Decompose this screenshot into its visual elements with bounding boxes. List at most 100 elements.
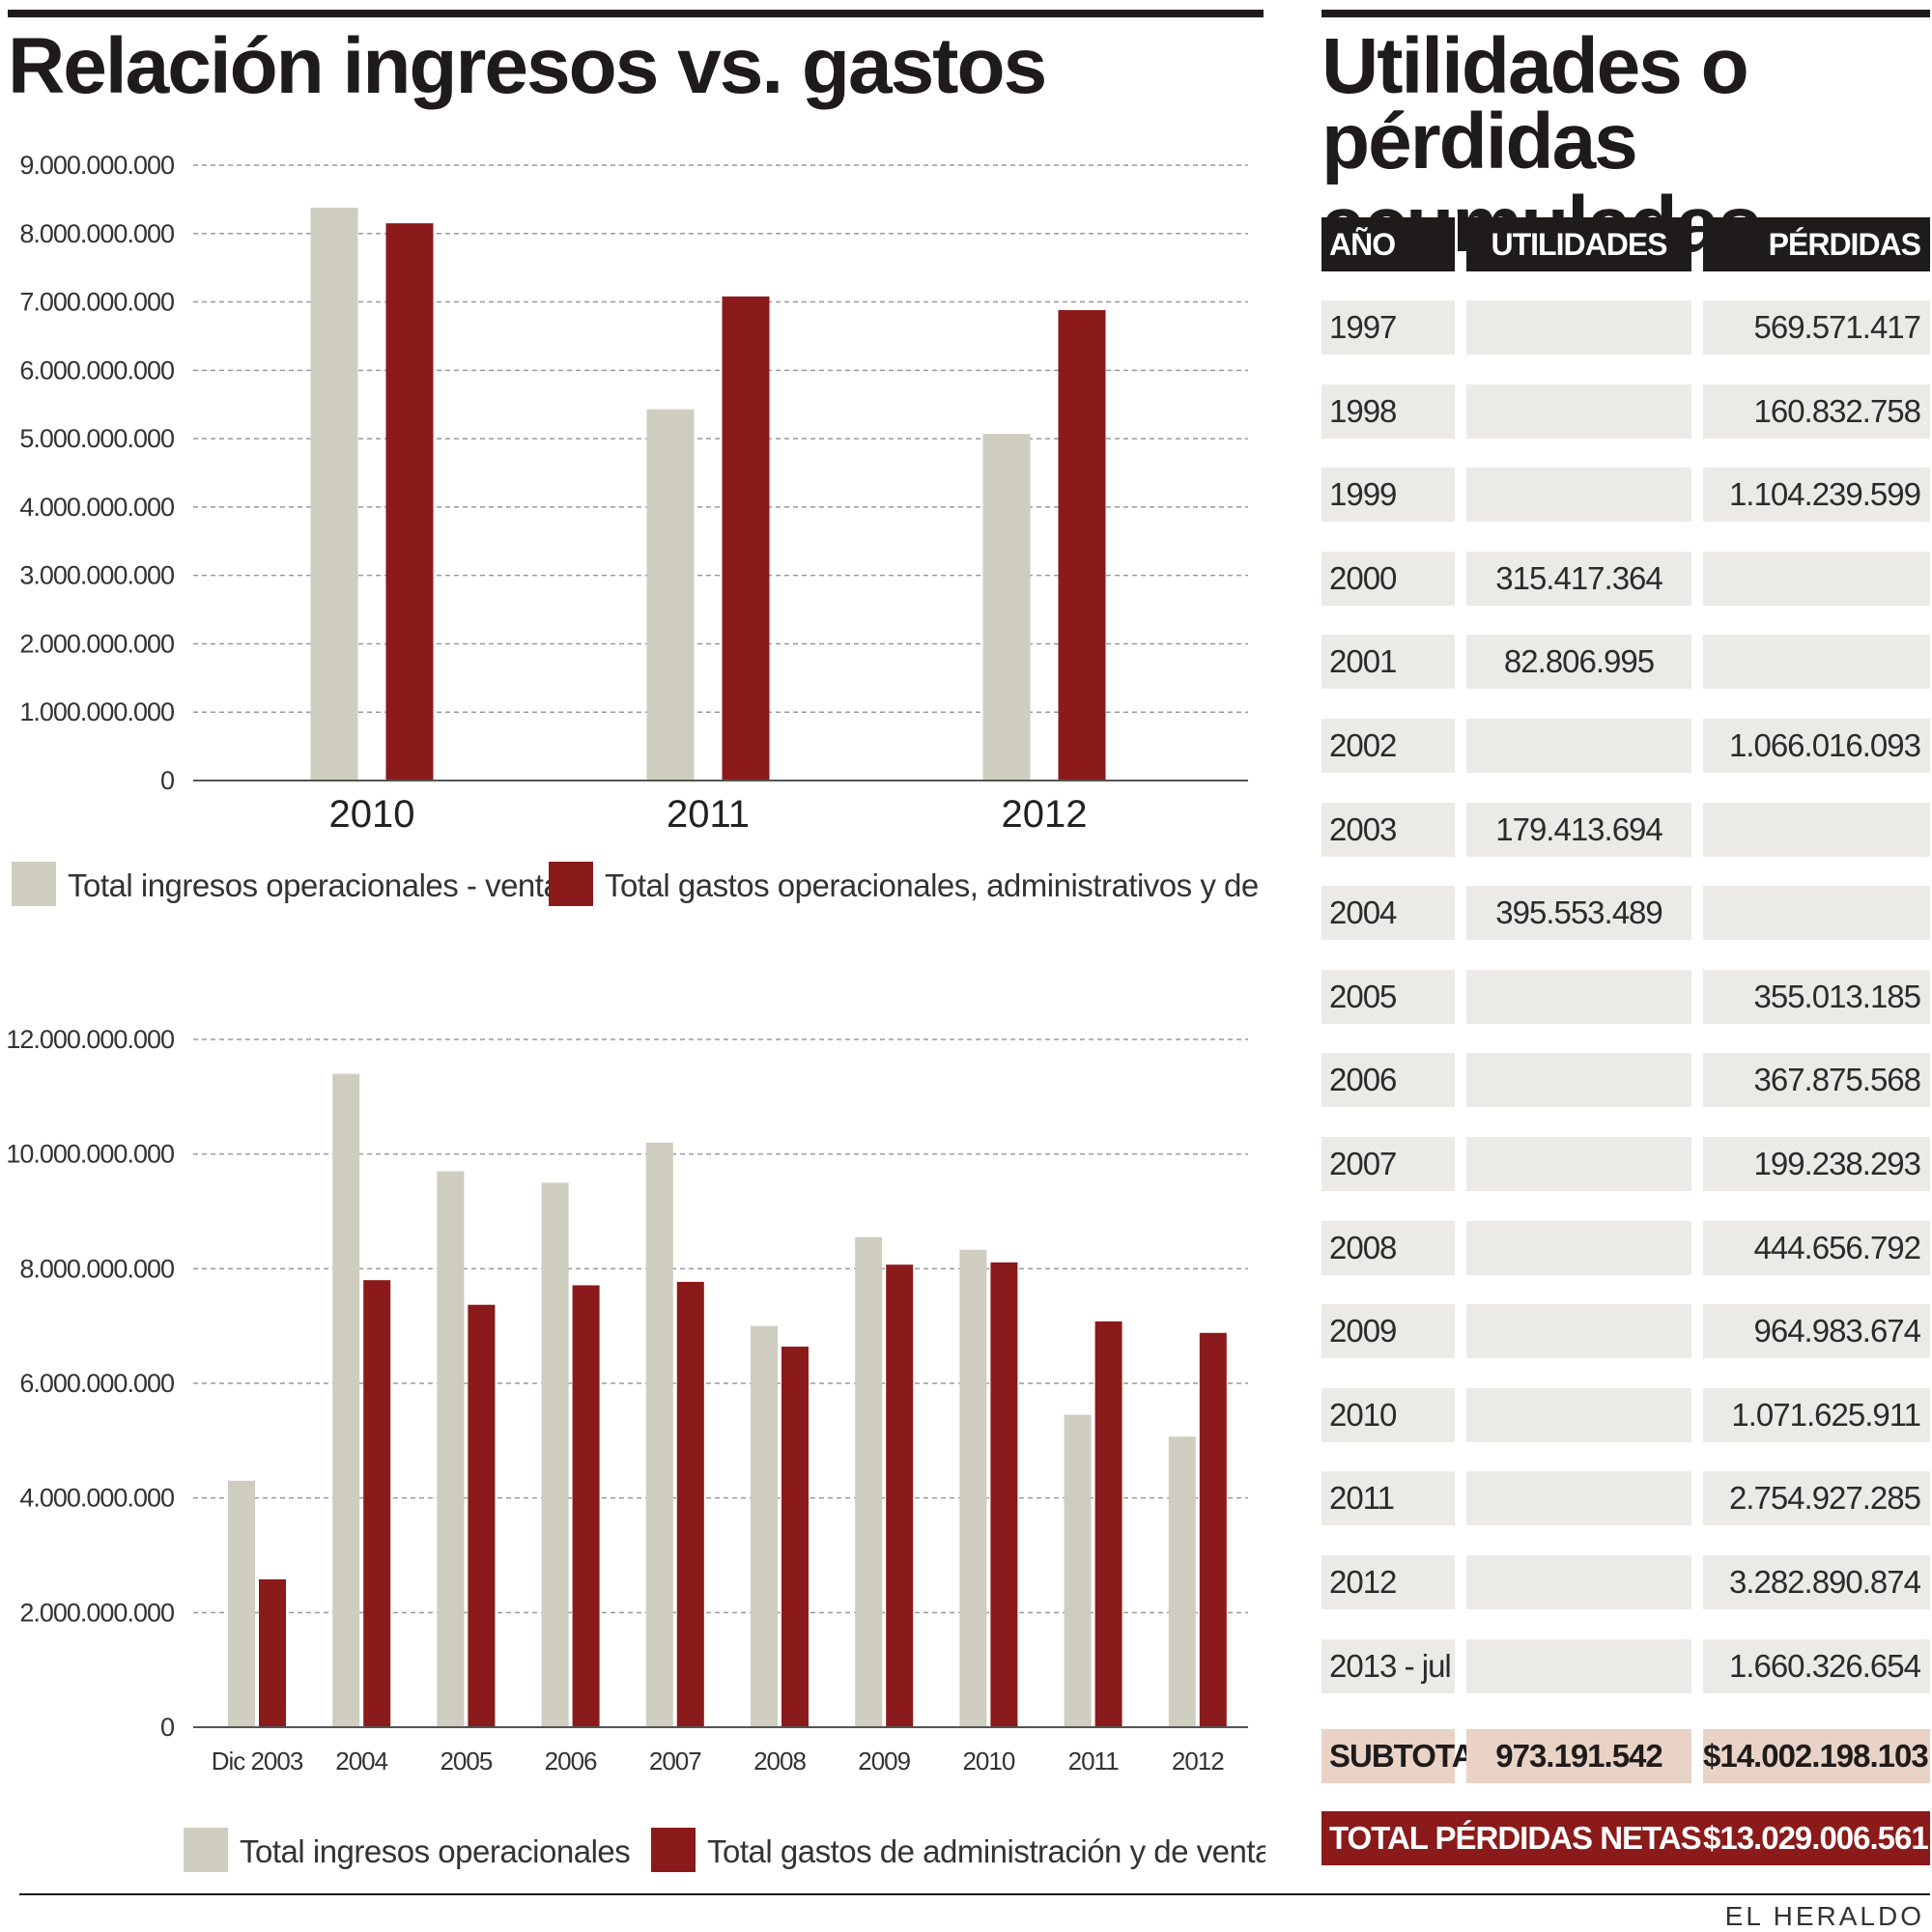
header-perdidas: PÉRDIDAS [1703,217,1930,271]
perdidas-cell: 1.660.326.654 [1703,1638,1930,1693]
header-utilidades: UTILIDADES [1466,217,1691,271]
subtotal-label: SUBTOTAL [1321,1729,1493,1783]
y-tick-label: 2.000.000.000 [19,629,174,658]
y-tick-label: 1.000.000.000 [19,697,174,726]
utilidades-cell [1466,1220,1691,1275]
bar-gastos-2012 [1058,310,1106,781]
year-cell: 2001 [1321,635,1455,690]
utilidades-cell: 315.417.364 [1466,551,1691,606]
bar-ingresos-2007 [645,1142,673,1727]
perdidas-cell: 199.238.293 [1703,1137,1930,1191]
x-tick-label: 2005 [440,1747,492,1776]
table-header: AÑO UTILIDADES PÉRDIDAS [1321,217,1930,271]
subtotal-row: SUBTOTAL 973.191.542 $14.002.198.103 [1321,1729,1930,1783]
bar-ingresos-2012 [1168,1436,1196,1727]
utilidades-cell [1466,1638,1691,1693]
table-row: 2013 - jul 1.660.326.654 [1321,1638,1930,1693]
table-row: 2009 964.983.674 [1321,1304,1930,1359]
y-tick-label: 6.000.000.000 [19,1369,174,1398]
x-tick-label: 2011 [1068,1747,1119,1776]
subtotal-perdidas: $14.002.198.103 [1703,1729,1930,1783]
y-tick-label: 0 [160,1713,174,1742]
bar-gastos-2005 [468,1304,496,1727]
brand-el-heraldo: EL HERALDO [1724,1901,1924,1931]
bar-gastos-2011 [722,296,770,781]
x-tick-label: 2010 [962,1747,1014,1776]
table-row: 2001 82.806.995 [1321,635,1930,690]
table-row: 2006 367.875.568 [1321,1053,1930,1108]
year-cell: 2000 [1321,551,1455,606]
legend-label-ingresos: Total ingresos operacionales - ventas [68,867,576,903]
table-row: 2002 1.066.016.093 [1321,719,1930,773]
bar-ingresos-2008 [751,1325,778,1727]
utilidades-cell [1466,1555,1691,1609]
perdidas-cell [1703,635,1930,690]
year-cell: 2009 [1321,1304,1455,1359]
y-tick-label: 8.000.000.000 [19,1254,174,1283]
table-row: 1997 569.571.417 [1321,300,1930,355]
bar-ingresos-dic-2003 [228,1480,255,1727]
y-tick-label: 4.000.000.000 [19,493,174,522]
year-cell: 1998 [1321,384,1455,439]
table-row: 2008 444.656.792 [1321,1220,1930,1275]
table-row: 2004 395.553.489 [1321,886,1930,941]
left-title: Relación ingresos vs. gastos [8,22,1047,110]
bar-ingresos-2005 [437,1171,465,1727]
legend-swatch-ingresos [12,862,56,906]
top-rule-right [1321,10,1930,17]
utilidades-cell [1466,1387,1691,1442]
year-cell: 2003 [1321,802,1455,857]
chart-ingresos-vs-gastos-2003-2012: 0 2.000.000.000 4.000.000.000 6.000.000.000… [6,1025,1265,1872]
header-year: AÑO [1321,217,1455,271]
utilidades-cell [1466,1053,1691,1108]
table-row: 2003 179.413.694 [1321,802,1930,857]
perdidas-cell: 2.754.927.285 [1703,1471,1930,1526]
legend-label-gastos: Total gastos operacionales, administrati… [605,867,1265,903]
table-row: 2012 3.282.890.874 [1321,1555,1930,1609]
x-tick-label: 2007 [649,1747,701,1776]
year-cell: 2002 [1321,719,1455,773]
bar-gastos-2007 [676,1281,704,1727]
year-cell: 2010 [1321,1387,1455,1442]
y-tick-label: 8.000.000.000 [19,219,174,248]
bar-gastos-2008 [781,1347,809,1727]
bar-ingresos-2010 [310,207,358,781]
utilidades-cell [1466,300,1691,355]
total-value: $13.029.006.561 [1703,1820,1929,1856]
x-tick-label: 2008 [753,1747,806,1776]
bar-ingresos-2012 [982,434,1031,781]
y-tick-label: 7.000.000.000 [19,288,174,317]
perdidas-cell: 1.104.239.599 [1703,468,1930,523]
x-tick-label: Dic 2003 [212,1747,303,1776]
bar-gastos-2011 [1094,1321,1122,1727]
year-cell: 1999 [1321,468,1455,523]
year-cell: 2007 [1321,1137,1455,1191]
table-row: 2005 355.013.185 [1321,969,1930,1024]
table-row: 2011 2.754.927.285 [1321,1471,1930,1526]
bar-gastos-2010 [990,1262,1018,1727]
y-tick-label: 10.000.000.000 [6,1140,174,1169]
bar-gastos-2012 [1199,1332,1227,1727]
bar-gastos-2009 [886,1264,914,1727]
utilidades-cell [1466,468,1691,523]
perdidas-cell: 367.875.568 [1703,1053,1930,1108]
utilidades-cell: 82.806.995 [1466,635,1691,690]
x-tick-label: 2010 [329,793,415,836]
total-row: TOTAL PÉRDIDAS NETAS $13.029.006.561 [1321,1811,1930,1865]
perdidas-cell: 1.071.625.911 [1703,1387,1930,1442]
perdidas-cell: 3.282.890.874 [1703,1555,1930,1609]
bar-ingresos-2011 [1064,1414,1092,1727]
legend-swatch-gastos [651,1828,696,1872]
bar-ingresos-2009 [855,1236,883,1727]
y-tick-label: 3.000.000.000 [19,561,174,590]
total-label: TOTAL PÉRDIDAS NETAS [1329,1820,1702,1856]
perdidas-cell: 160.832.758 [1703,384,1930,439]
utilidades-cell [1466,1304,1691,1359]
y-tick-label: 0 [160,766,174,795]
utilidades-cell: 395.553.489 [1466,886,1691,941]
year-cell: 2013 - jul [1321,1638,1455,1693]
year-cell: 2008 [1321,1220,1455,1275]
table-row: 1999 1.104.239.599 [1321,468,1930,523]
perdidas-cell [1703,802,1930,857]
bar-ingresos-2004 [332,1073,360,1727]
